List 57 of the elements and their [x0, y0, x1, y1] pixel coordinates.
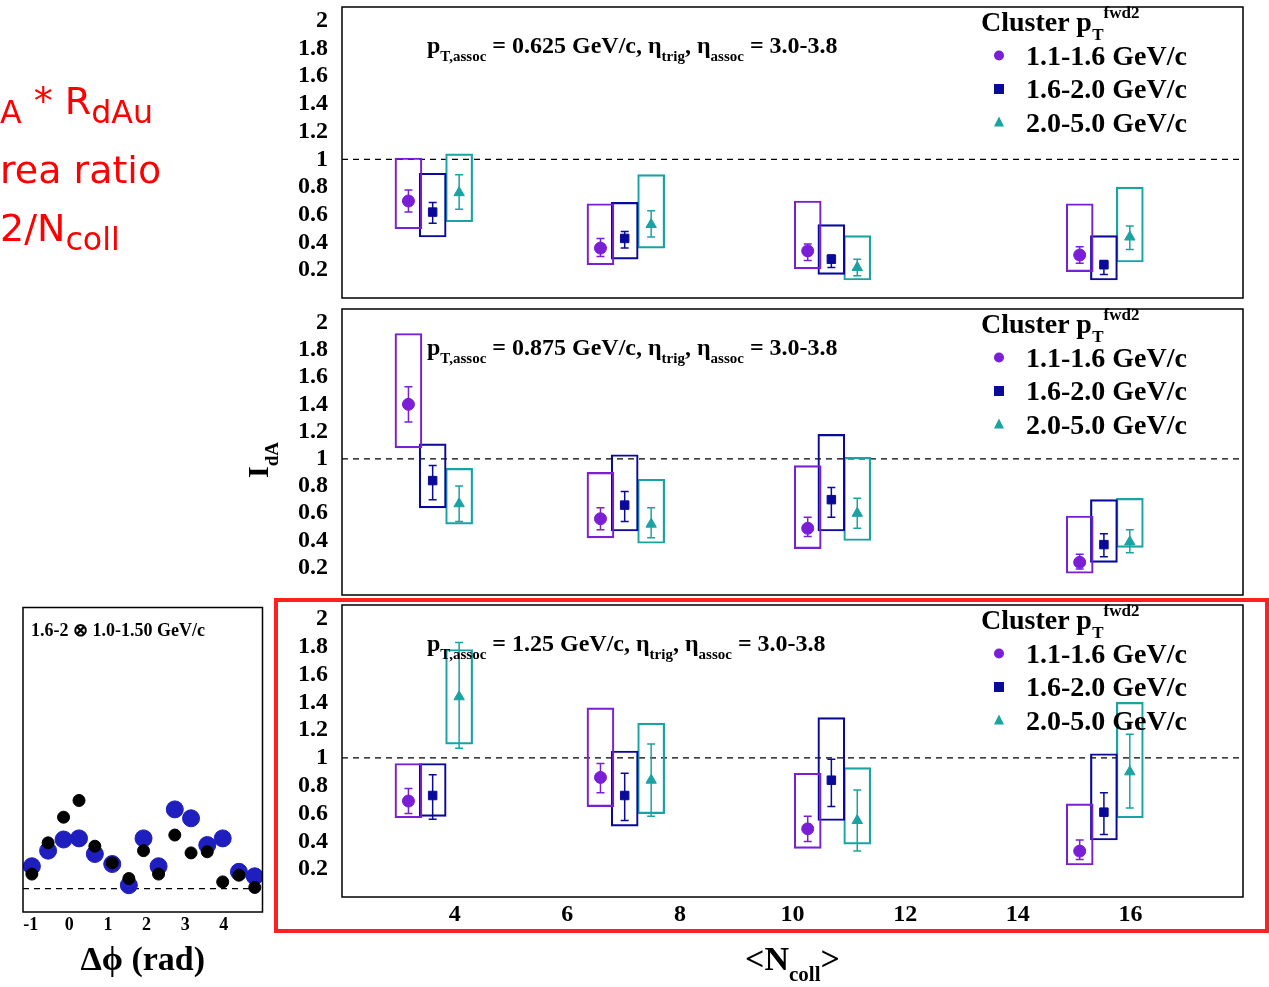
y-tick-label: 1.2: [298, 116, 328, 143]
y-tick-label: 1: [316, 444, 328, 471]
legend-label: 1.1-1.6 GeV/c: [1026, 39, 1187, 71]
text: 2/N$_{coll}$: [0, 204, 121, 259]
y-tick-label: 1.8: [298, 33, 328, 60]
y-tick-label: 1.6: [298, 61, 328, 88]
y-axis-title: IdA: [241, 441, 282, 478]
y-tick-label: 0.2: [298, 552, 328, 579]
y-tick-label: 0.8: [298, 770, 328, 797]
y-tick-label: 2: [316, 307, 328, 334]
legend-label: 2.0-5.0 GeV/c: [1026, 106, 1187, 138]
y-tick-label: 1.4: [298, 389, 328, 416]
x-tick-label: 6: [561, 899, 574, 926]
x-tick-label: 1: [103, 914, 113, 935]
y-tick-label: 2: [316, 604, 328, 631]
x-tick-label: 3: [180, 914, 190, 935]
legend-label: 1.1-1.6 GeV/c: [1026, 637, 1187, 669]
legend-label: 1.6-2.0 GeV/c: [1026, 671, 1187, 702]
y-tick-label: 0.6: [298, 798, 328, 825]
text: $_{A}$ * R$_{dAu}$: [0, 78, 155, 132]
x-tick-label: 12: [893, 899, 918, 926]
y-tick-label: 0.8: [298, 471, 328, 498]
x-tick-label: 0: [64, 914, 74, 935]
x-tick-label: -1: [23, 914, 39, 935]
y-tick-label: 1: [316, 144, 328, 171]
y-tick-label: 0.6: [298, 200, 328, 227]
legend-label: 2.0-5.0 GeV/c: [1026, 408, 1187, 440]
y-tick-label: 1.8: [298, 335, 328, 362]
x-tick-label: 4: [448, 899, 461, 926]
x-tick-label: 8: [673, 899, 686, 926]
x-tick-label: 16: [1118, 899, 1143, 926]
y-tick-label: 0.4: [298, 525, 328, 552]
x-tick-label: 4: [219, 914, 229, 935]
y-tick-label: 0.2: [298, 854, 328, 881]
legend-label: 1.6-2.0 GeV/c: [1026, 375, 1187, 406]
y-tick-label: 1.2: [298, 715, 328, 742]
x-tick-label: 10: [780, 899, 805, 926]
y-tick-label: 1.4: [298, 89, 328, 116]
text: 1.6-2 ⊗ 1.0-1.50 GeV/c: [31, 619, 205, 640]
x-tick-label: 14: [1005, 899, 1030, 926]
y-tick-label: 2: [316, 6, 328, 33]
y-tick-label: 0.6: [298, 498, 328, 525]
y-tick-label: 1.6: [298, 362, 328, 389]
x-axis-title: Δϕ (rad): [80, 940, 206, 978]
y-tick-label: 0.4: [298, 826, 328, 853]
x-tick-label: 2: [142, 914, 152, 935]
y-tick-label: 1.4: [298, 687, 328, 714]
y-tick-label: 0.2: [298, 255, 328, 282]
y-tick-label: 1.2: [298, 416, 328, 443]
legend-label: 1.6-2.0 GeV/c: [1026, 73, 1187, 104]
y-tick-label: 0.4: [298, 227, 328, 254]
y-tick-label: 1: [316, 743, 328, 770]
legend-label: 1.1-1.6 GeV/c: [1026, 341, 1187, 373]
text: rea ratio: [0, 146, 162, 194]
y-tick-label: 0.8: [298, 172, 328, 199]
y-tick-label: 1.6: [298, 659, 328, 686]
y-tick-label: 1.8: [298, 631, 328, 658]
